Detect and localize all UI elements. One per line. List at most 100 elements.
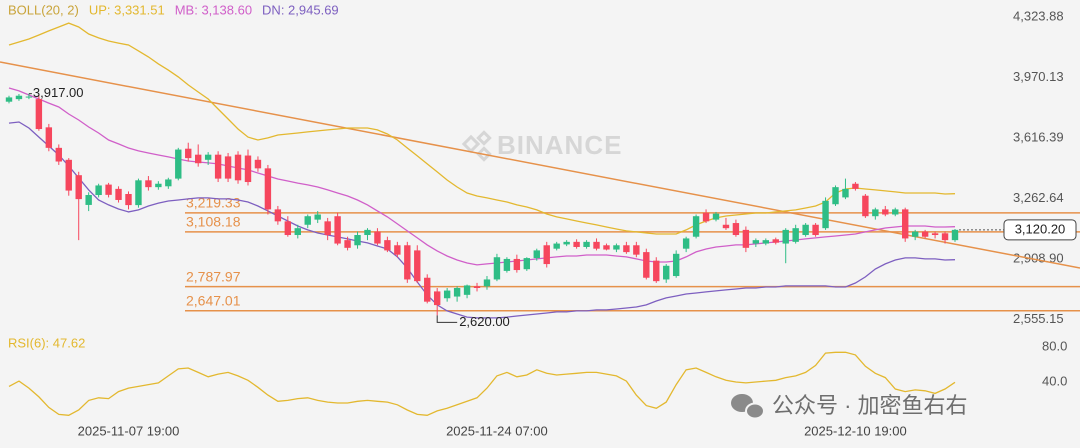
level-label: 3,108.18 [186, 214, 241, 230]
y-tick-label: 3,262.64 [1013, 190, 1064, 205]
last-price-label: 3,120.20 [1015, 221, 1066, 236]
candle-body [284, 221, 292, 236]
candle-body [55, 147, 62, 162]
candle-body [832, 187, 839, 205]
candle-body [264, 168, 272, 210]
candle-body [593, 241, 600, 249]
indicator-title: BOLL(20, 2) [8, 2, 79, 17]
candle-body [165, 179, 172, 187]
candle-body [414, 250, 421, 282]
y-tick-label: 4,323.88 [1013, 9, 1064, 24]
candle-body [185, 148, 192, 159]
candle-body [643, 252, 650, 278]
candle-body [762, 240, 769, 244]
candle-body [75, 175, 82, 200]
rsi-title: RSI(6): 47.62 [8, 335, 85, 350]
candle-body [911, 231, 919, 237]
candle-body [155, 183, 162, 188]
candle-body [822, 200, 829, 229]
x-tick-label: 2025-11-24 07:00 [446, 423, 548, 438]
legend-entry: DN: 2,945.69 [262, 2, 339, 17]
boll-line [8, 121, 956, 319]
watermark: BINANCE [497, 130, 622, 160]
candle-body [722, 224, 730, 229]
level-label: 3,219.33 [186, 195, 241, 211]
candle-body [882, 209, 889, 215]
candle-body [603, 245, 610, 250]
candle-body [175, 149, 182, 179]
candle-body [65, 159, 72, 191]
candle-body [244, 155, 252, 183]
candle-body [453, 287, 461, 297]
candle-body [702, 212, 710, 222]
candle-body [772, 239, 779, 243]
candle-body [543, 245, 550, 265]
candle-body [742, 229, 750, 248]
candle-body [424, 277, 431, 302]
last-price-box [1003, 219, 1077, 241]
candle-body [473, 286, 481, 288]
candle-body [802, 224, 809, 236]
candle-body [852, 183, 859, 189]
candle-body [214, 154, 222, 179]
candle-body [463, 285, 471, 295]
candle-body [672, 253, 680, 277]
candle-body [334, 216, 341, 244]
low-label: 2,620.00 [459, 314, 510, 329]
candle-body [145, 180, 152, 188]
candle-body [931, 233, 939, 236]
candle-body [732, 223, 740, 236]
candle-body [951, 229, 959, 241]
y-tick-label: 3,970.13 [1013, 69, 1064, 84]
x-tick-label: 2025-11-07 19:00 [78, 423, 180, 438]
candle-body [135, 180, 142, 206]
candle-body [872, 209, 879, 217]
candle-body [5, 97, 13, 102]
candle-body [752, 240, 760, 244]
candle-body [324, 221, 331, 236]
binance-logo [461, 130, 492, 162]
candle-body [354, 235, 361, 246]
candle-body [95, 185, 102, 196]
candle-body [862, 195, 869, 217]
candle-body [842, 188, 849, 198]
candle-body [374, 231, 381, 244]
candle-body [433, 291, 441, 306]
candle-body [364, 229, 371, 236]
candle-body [682, 238, 690, 249]
candle-body [513, 258, 521, 271]
candle-body [234, 154, 242, 181]
y-tick-label: 2,908.90 [1013, 250, 1064, 265]
candle-body [224, 156, 232, 179]
candle-body [782, 229, 789, 244]
candle-body [623, 245, 630, 253]
candle-body [613, 245, 620, 250]
candle-body [15, 95, 23, 100]
candle-body [563, 241, 570, 245]
rsi-line [8, 351, 956, 416]
high-label: 3,917.00 [33, 85, 84, 100]
candle-body [344, 240, 351, 248]
candle-body [812, 224, 819, 236]
candle-body [115, 188, 122, 200]
candle-body [404, 245, 411, 280]
rsi-tick-label: 40.0 [1042, 373, 1067, 388]
candle-body [45, 127, 53, 148]
candle-body [663, 265, 670, 280]
candle-body [902, 209, 909, 239]
x-tick-label: 2025-12-10 19:00 [804, 423, 907, 438]
candle-body [941, 233, 949, 241]
level-label: 2,647.01 [186, 292, 241, 308]
candle-body [653, 260, 660, 282]
candle-body [792, 228, 799, 242]
candle-body [633, 245, 640, 255]
boll-line [8, 22, 956, 235]
candle-body [483, 279, 491, 287]
candle-body [692, 216, 700, 237]
candle-body [553, 243, 560, 249]
candle-body [394, 245, 401, 255]
legend-entry: MB: 3,138.60 [175, 2, 252, 17]
